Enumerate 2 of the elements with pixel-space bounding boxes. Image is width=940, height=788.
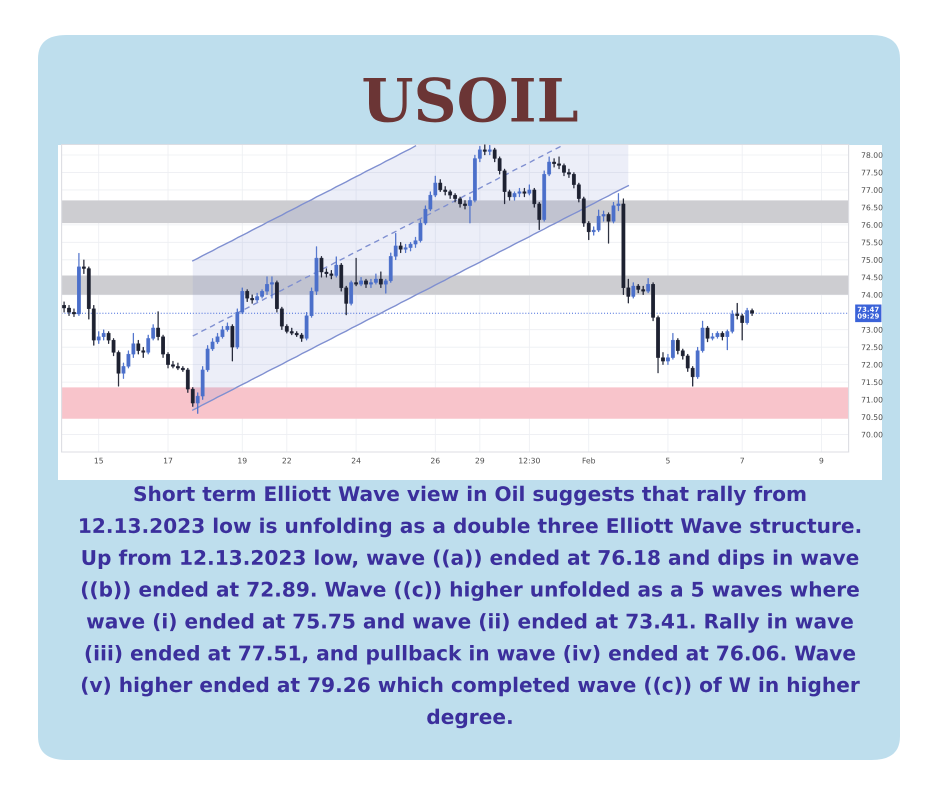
text: Short term Elliott Wave view in Oil suggests that rally from 12.13.2023 low is unfolding as a double three Elliott Wave structure. Up from 12.13.2023 low, wave ((a)) ended at 76.18 and dips in wave ((b)) ended at 72.89. Wave ((c)) higher unfolded as a 5 waves where wave (i) ended at 75.75 and wave (ii) ended at 73.41. Rally in wave (iii) ended at 77.51, and pullback in wave (iv) ended at 76.06. Wave (v) higher ended at 79.26 which completed wave ((c)) of W in higher degree.	[80, 486, 860, 728]
chart-title: USOIL	[363, 77, 578, 122]
